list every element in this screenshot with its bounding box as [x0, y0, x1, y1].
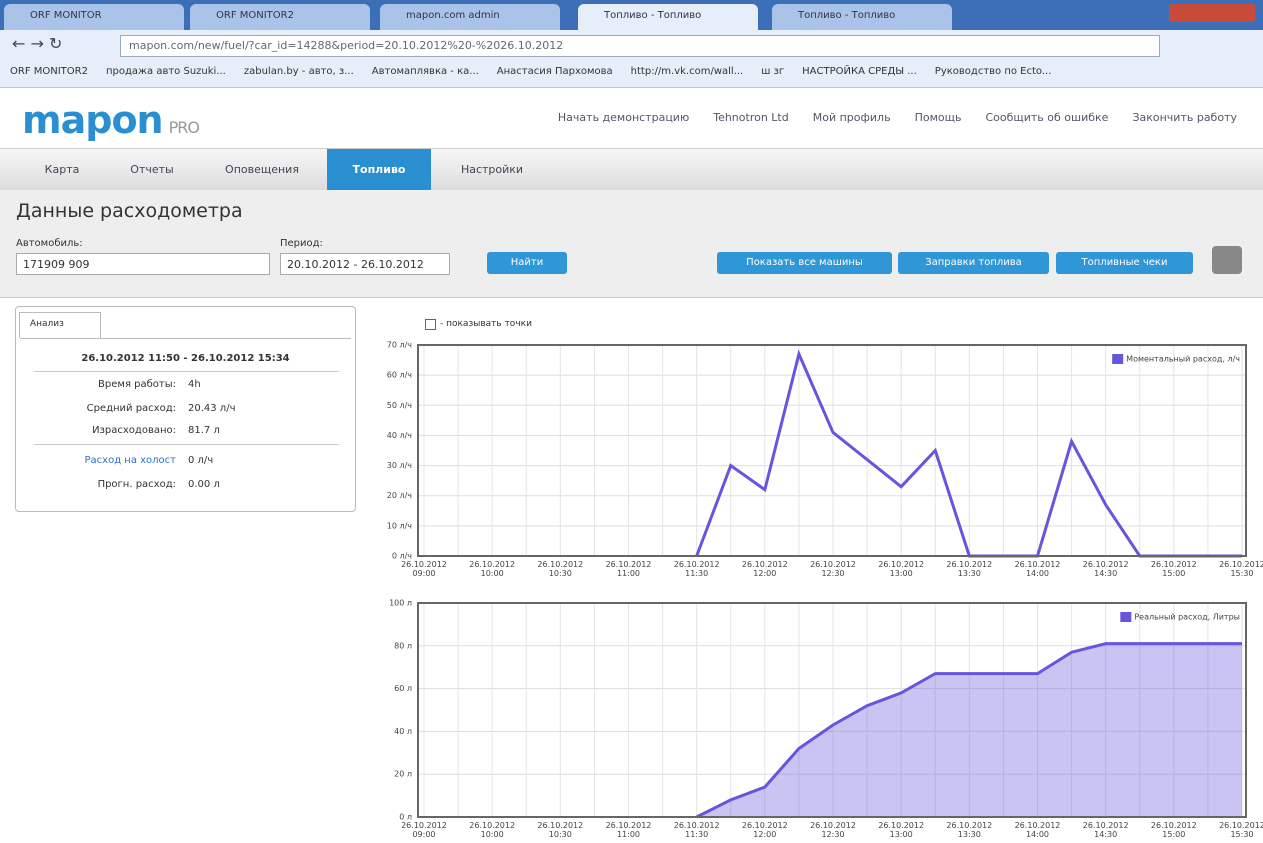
- charts: 0 л/ч 10 л/ч 20 л/ч 30 л/ч 40 л/ч 50 л/ч 60 л/…: [0, 0, 1263, 843]
- legend-swatch: [1112, 354, 1123, 364]
- y-tick-label: 60 л/ч: [387, 371, 412, 380]
- y-tick-label: 20 л: [394, 770, 412, 779]
- legend-label: Моментальный расход, л/ч: [1126, 355, 1240, 364]
- legend-label: Реальный расход, Литры: [1134, 613, 1240, 622]
- y-tick-label: 50 л/ч: [387, 401, 412, 410]
- page: ORF MONITOR ORF MONITOR2 mapon.com admin…: [0, 0, 1263, 843]
- y-tick-label: 80 л: [394, 641, 412, 650]
- y-tick-label: 30 л/ч: [387, 461, 412, 470]
- y-tick-label: 40 л/ч: [387, 431, 412, 440]
- plot-area: [418, 345, 1246, 556]
- legend-swatch: [1120, 612, 1131, 622]
- y-tick-label: 70 л/ч: [387, 341, 412, 350]
- y-tick-label: 40 л: [394, 727, 412, 736]
- y-tick-label: 10 л/ч: [387, 521, 412, 530]
- y-tick-label: 0 л: [399, 813, 412, 822]
- y-tick-label: 20 л/ч: [387, 491, 412, 500]
- y-tick-label: 60 л: [394, 684, 412, 693]
- y-tick-label: 100 л: [389, 599, 412, 608]
- y-tick-label: 0 л/ч: [392, 552, 412, 561]
